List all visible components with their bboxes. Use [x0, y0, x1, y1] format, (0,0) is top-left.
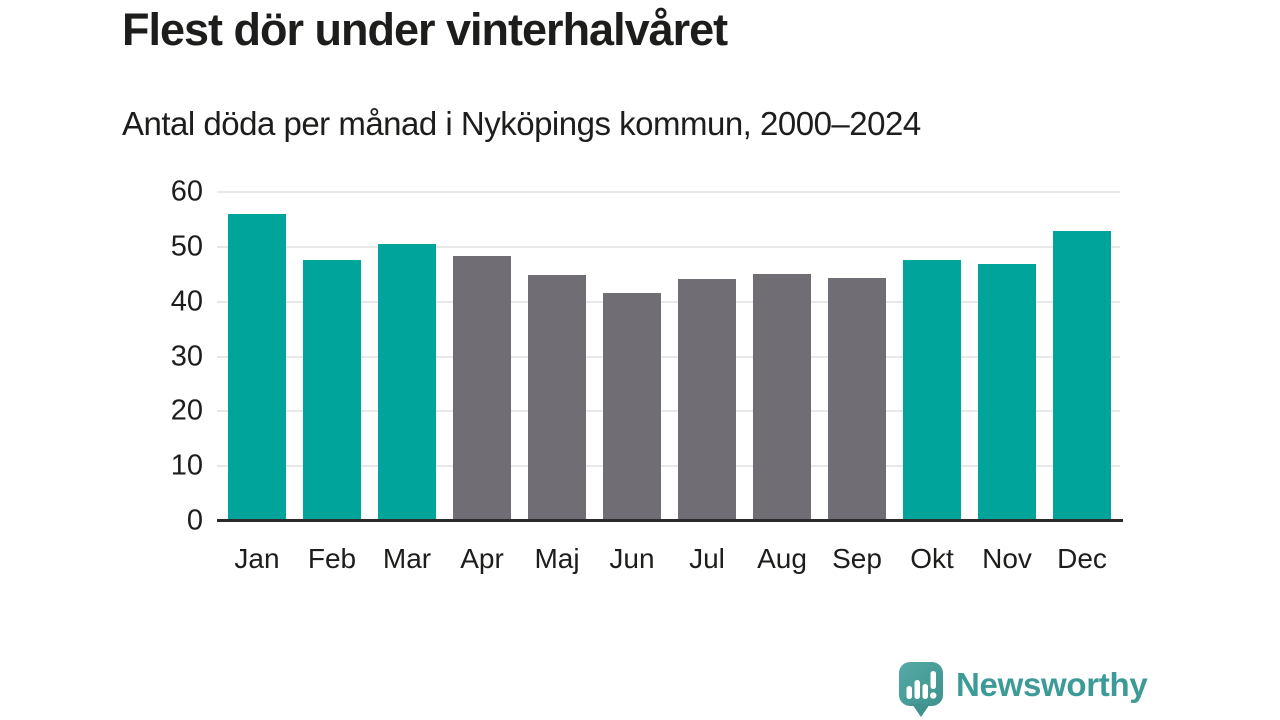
gridline [217, 300, 1120, 303]
y-tick-label: 10 [170, 449, 203, 482]
x-tick-label: Okt [910, 543, 954, 574]
bar-dec [1053, 231, 1111, 521]
y-tick-label: 20 [170, 394, 203, 427]
x-tick-cell: Jan [228, 542, 286, 576]
y-tick-label: 50 [170, 230, 203, 263]
x-tick-cell: Dec [1053, 542, 1111, 576]
x-tick-cell: Feb [303, 542, 361, 576]
gridline [217, 465, 1120, 468]
bar-sep [828, 278, 886, 521]
brand-name: Newsworthy [956, 666, 1148, 703]
x-tick-cell: Jul [678, 542, 736, 576]
bar-jul [678, 278, 736, 521]
plot-area [217, 191, 1123, 522]
x-tick-label: Jul [689, 543, 725, 574]
y-tick-label: 0 [186, 504, 203, 537]
x-tick-label: Jan [234, 543, 280, 574]
x-tick-cell: Jun [603, 542, 661, 576]
x-tick-cell: Sep [828, 542, 886, 576]
chart-title: Flest dör under vinterhalvåret [122, 4, 728, 55]
x-tick-cell: Apr [453, 542, 511, 576]
x-tick-cell: Maj [528, 542, 586, 576]
bar-jun [603, 293, 661, 521]
x-tick-cell: Nov [978, 542, 1036, 576]
x-axis: Jan Feb Mar Apr Maj Jun Jul Aug Sep Okt Nov Dec [217, 542, 1120, 576]
bar-maj [528, 275, 586, 521]
gridline [217, 410, 1120, 413]
x-tick-label: Dec [1057, 543, 1107, 574]
y-axis: 0 10 20 30 40 50 60 [0, 177, 203, 535]
x-tick-label: Feb [307, 543, 357, 574]
gridline [217, 245, 1120, 248]
brand-footer: Newsworthy [898, 660, 1148, 718]
gridline [217, 191, 1120, 193]
x-tick-label: Apr [460, 543, 504, 574]
bar-feb [303, 260, 361, 521]
gridline [217, 355, 1120, 358]
y-tick-label: 30 [170, 340, 203, 372]
chart-subtitle: Antal döda per månad i Nyköpings kommun,… [122, 105, 921, 142]
bar-nov [978, 263, 1036, 521]
bar-apr [453, 255, 511, 521]
x-tick-label: Mar [382, 543, 432, 574]
bar-jan [228, 213, 286, 521]
x-tick-label: Nov [982, 543, 1032, 574]
newsworthy-logo-icon [899, 661, 943, 717]
gridlines-layer [217, 191, 1120, 521]
bar-aug [753, 274, 811, 521]
y-tick-label: 60 [170, 175, 203, 208]
bar-okt [903, 260, 961, 521]
x-tick-label: Sep [832, 543, 882, 574]
x-tick-label: Jun [609, 543, 655, 574]
bar-mar [378, 244, 436, 521]
bars-layer [217, 192, 1120, 521]
x-tick-cell: Mar [378, 542, 436, 576]
x-tick-cell: Okt [903, 542, 961, 576]
x-axis-line [217, 519, 1123, 522]
x-tick-label: Aug [757, 543, 807, 574]
y-tick-label: 40 [170, 285, 203, 318]
x-tick-label: Maj [534, 543, 580, 574]
x-tick-cell: Aug [753, 542, 811, 576]
